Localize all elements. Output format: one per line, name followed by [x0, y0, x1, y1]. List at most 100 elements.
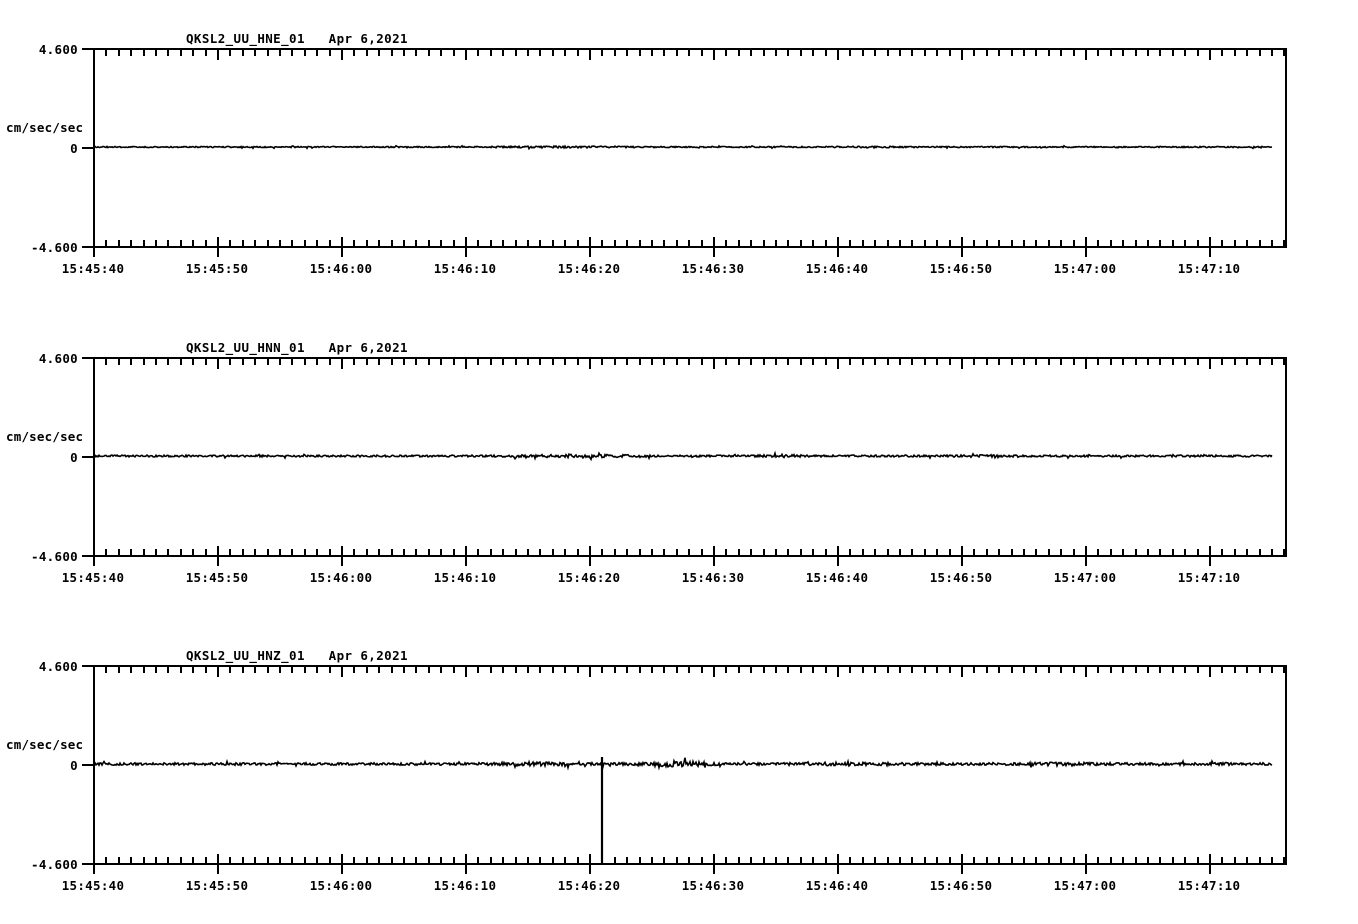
x-major-tick: [465, 854, 467, 874]
x-minor-tick: [167, 48, 170, 56]
seismogram-panel-hnn: QKSL2_UU_HNN_01 Apr 6,2021 4.600 cm/sec/…: [0, 309, 1358, 609]
x-minor-tick: [849, 665, 852, 673]
x-minor-tick: [626, 857, 629, 865]
x-minor-tick: [353, 549, 356, 557]
x-minor-tick: [651, 357, 653, 365]
x-minor-tick: [601, 48, 604, 56]
x-minor-tick: [378, 48, 381, 56]
x-minor-tick: [365, 665, 368, 673]
x-minor-tick: [1258, 240, 1261, 248]
x-minor-tick: [427, 549, 430, 557]
x-minor-tick: [1047, 549, 1050, 557]
x-minor-tick: [502, 48, 505, 56]
x-minor-tick: [923, 357, 926, 365]
x-major-tick: [1085, 854, 1087, 874]
x-minor-tick: [861, 665, 864, 673]
x-minor-tick: [824, 665, 827, 673]
x-major-tick: [1085, 546, 1087, 566]
x-minor-tick: [1097, 549, 1100, 557]
x-major-tick: [589, 48, 591, 60]
y-axis-label-min-hnz: -4.600: [31, 857, 78, 872]
x-minor-tick: [775, 857, 777, 865]
x-major-tick: [341, 237, 343, 257]
x-minor-tick: [874, 48, 877, 56]
x-minor-tick: [1159, 857, 1162, 865]
x-minor-tick: [1072, 549, 1075, 557]
waveform-trace-hnz: [93, 757, 1273, 865]
x-minor-tick: [303, 857, 306, 865]
x-minor-tick: [1196, 240, 1199, 248]
y-axis-label-zero-hne: 0: [70, 141, 78, 156]
x-minor-tick: [539, 48, 542, 56]
x-minor-tick: [489, 240, 492, 248]
waveform-trace-hne: [93, 144, 1273, 151]
x-minor-tick: [1159, 48, 1162, 56]
x-minor-tick: [254, 357, 257, 365]
x-minor-tick: [923, 665, 926, 673]
x-minor-tick: [365, 857, 368, 865]
x-minor-tick: [1246, 240, 1249, 248]
x-minor-tick: [923, 549, 926, 557]
x-minor-tick: [502, 357, 505, 365]
trace-path: [93, 144, 1273, 151]
x-minor-tick: [1271, 665, 1273, 673]
x-minor-tick: [985, 48, 988, 56]
x-minor-tick: [403, 240, 405, 248]
x-minor-tick: [303, 549, 306, 557]
x-major-tick: [93, 357, 95, 369]
x-minor-tick: [762, 48, 765, 56]
x-major-tick: [589, 854, 591, 874]
seismogram-panel-hne: QKSL2_UU_HNE_01 Apr 6,2021 4.600 cm/sec/…: [0, 0, 1358, 300]
x-minor-tick: [489, 857, 492, 865]
x-minor-tick: [1258, 549, 1261, 557]
y-axis-label-min-hnn: -4.600: [31, 549, 78, 564]
x-minor-tick: [1147, 240, 1149, 248]
x-major-tick: [1085, 48, 1087, 60]
x-minor-tick: [142, 857, 145, 865]
x-minor-tick: [762, 240, 765, 248]
y-tick-mark: [82, 456, 93, 458]
x-minor-tick: [353, 48, 356, 56]
x-minor-tick: [688, 357, 691, 365]
x-minor-tick: [440, 48, 443, 56]
x-minor-tick: [266, 357, 269, 365]
x-minor-tick: [812, 857, 815, 865]
x-minor-tick: [725, 357, 728, 365]
x-minor-tick: [539, 665, 542, 673]
x-minor-tick: [1258, 357, 1261, 365]
x-minor-tick: [130, 240, 133, 248]
x-minor-tick: [1097, 240, 1100, 248]
x-minor-tick: [452, 665, 455, 673]
x-minor-tick: [564, 48, 567, 56]
x-minor-tick: [626, 48, 629, 56]
x-minor-tick: [502, 549, 505, 557]
x-minor-tick: [737, 357, 740, 365]
x-minor-tick: [613, 240, 616, 248]
x-major-tick: [961, 665, 963, 677]
x-minor-tick: [1035, 48, 1038, 56]
x-major-tick: [1209, 237, 1211, 257]
x-major-tick: [1209, 357, 1211, 369]
x-minor-tick: [266, 857, 269, 865]
x-minor-tick: [601, 240, 604, 248]
waveform-trace-hnn: [93, 450, 1273, 462]
y-axis-label-max-hne: 4.600: [38, 42, 78, 57]
x-minor-tick: [1246, 665, 1249, 673]
x-minor-tick: [899, 665, 901, 673]
x-minor-tick: [1159, 240, 1162, 248]
panel-title-hne: QKSL2_UU_HNE_01 Apr 6,2021: [186, 31, 408, 46]
x-minor-tick: [1023, 549, 1025, 557]
x-minor-tick: [514, 48, 517, 56]
x-minor-tick: [1258, 665, 1261, 673]
x-axis-label: 15:45:50: [185, 570, 249, 585]
x-minor-tick: [899, 240, 901, 248]
x-minor-tick: [787, 665, 790, 673]
x-minor-tick: [291, 240, 294, 248]
x-minor-tick: [1060, 549, 1063, 557]
x-minor-tick: [1233, 857, 1236, 865]
x-minor-tick: [440, 549, 443, 557]
x-minor-tick: [651, 48, 653, 56]
x-minor-tick: [849, 857, 852, 865]
x-major-tick: [93, 48, 95, 60]
x-minor-tick: [1221, 48, 1224, 56]
